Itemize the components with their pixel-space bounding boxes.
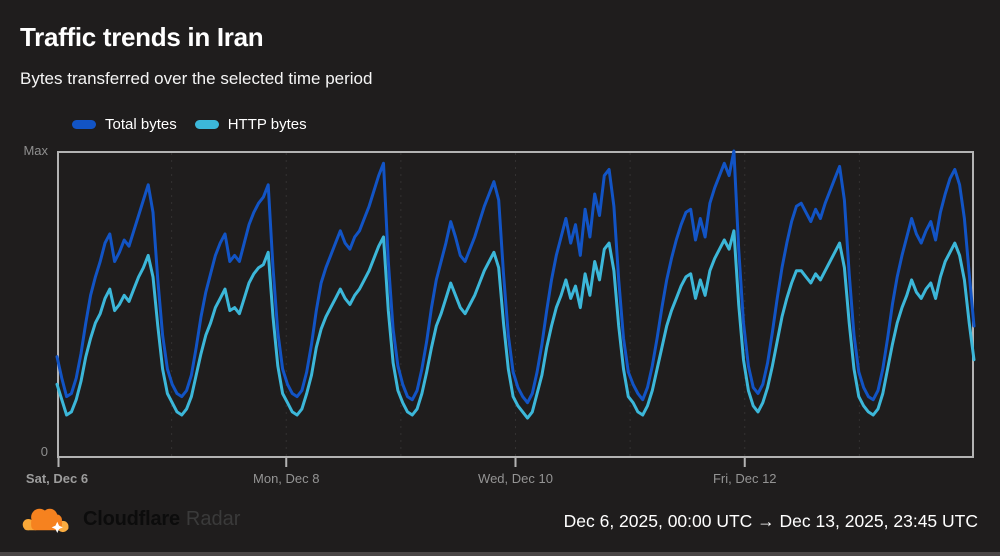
date-range-label: Dec 6, 2025, 00:00 UTC → Dec 13, 2025, 2… <box>563 511 978 531</box>
legend-label-total-bytes: Total bytes <box>105 116 177 133</box>
brand-name: Cloudflare <box>83 507 180 530</box>
x-tick-label-mon-dec-8: Mon, Dec 8 <box>253 471 320 486</box>
traffic-line-chart[interactable] <box>55 149 976 468</box>
bottom-divider <box>0 552 1000 556</box>
x-tick-label-sat-dec-6: Sat, Dec 6 <box>25 471 89 486</box>
x-tick-label-fri-dec-12: Fri, Dec 12 <box>712 471 777 486</box>
total-bytes-swatch-icon <box>72 120 96 129</box>
legend-label-http-bytes: HTTP bytes <box>227 116 307 133</box>
legend-item-http-bytes[interactable]: HTTP bytes <box>194 116 307 133</box>
x-axis-labels: Sat, Dec 6 Mon, Dec 8 Wed, Dec 10 Fri, D… <box>26 471 974 489</box>
http-bytes-swatch-icon <box>194 120 219 129</box>
chart-legend: Total bytes HTTP bytes <box>72 116 307 133</box>
page-subtitle: Bytes transferred over the selected time… <box>20 69 373 88</box>
cloudflare-cloud-icon <box>22 508 69 533</box>
brand-suffix: Radar <box>185 507 241 530</box>
page-title: Traffic trends in Iran <box>20 22 264 52</box>
y-axis-zero-label: 0 <box>40 444 48 459</box>
legend-item-total-bytes[interactable]: Total bytes <box>72 116 177 133</box>
cloudflare-radar-logo[interactable]: Cloudflare Radar <box>18 505 240 533</box>
x-tick-label-wed-dec-10: Wed, Dec 10 <box>478 471 553 486</box>
y-axis-max-label: Max <box>23 143 48 158</box>
